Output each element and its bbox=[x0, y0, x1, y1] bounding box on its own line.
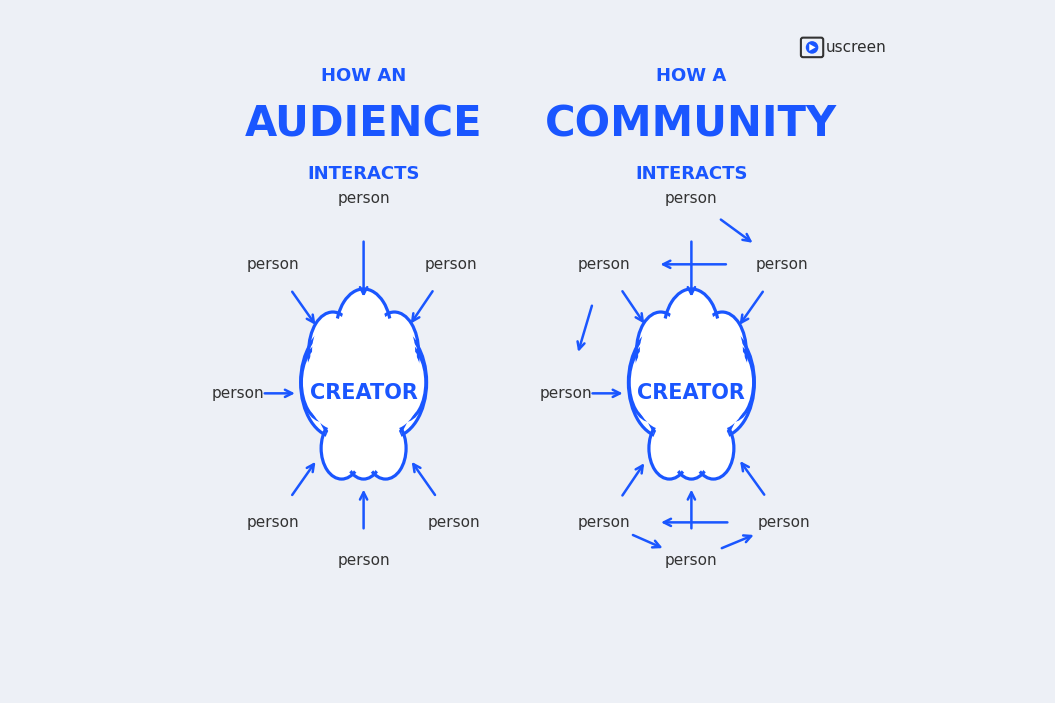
Ellipse shape bbox=[301, 328, 371, 437]
Text: person: person bbox=[539, 386, 592, 401]
Ellipse shape bbox=[629, 344, 673, 421]
Ellipse shape bbox=[309, 312, 357, 391]
Text: person: person bbox=[578, 257, 631, 272]
Text: INTERACTS: INTERACTS bbox=[307, 165, 420, 183]
Ellipse shape bbox=[675, 426, 708, 475]
Ellipse shape bbox=[713, 349, 750, 415]
Ellipse shape bbox=[365, 418, 406, 479]
Ellipse shape bbox=[382, 344, 426, 421]
Text: person: person bbox=[247, 257, 300, 272]
Text: person: person bbox=[212, 386, 265, 401]
Polygon shape bbox=[809, 44, 816, 51]
Ellipse shape bbox=[312, 318, 353, 386]
Ellipse shape bbox=[345, 422, 383, 479]
Ellipse shape bbox=[702, 318, 743, 386]
Ellipse shape bbox=[335, 289, 391, 377]
Ellipse shape bbox=[632, 349, 670, 415]
Text: person: person bbox=[424, 257, 477, 272]
Text: person: person bbox=[338, 191, 390, 205]
Ellipse shape bbox=[361, 335, 422, 430]
Ellipse shape bbox=[305, 349, 342, 415]
Text: HOW A: HOW A bbox=[656, 67, 727, 85]
Ellipse shape bbox=[689, 335, 749, 430]
Ellipse shape bbox=[668, 295, 715, 370]
Ellipse shape bbox=[640, 318, 682, 386]
Text: person: person bbox=[755, 257, 808, 272]
Ellipse shape bbox=[652, 422, 687, 475]
Ellipse shape bbox=[684, 328, 754, 437]
Text: person: person bbox=[665, 191, 717, 205]
Ellipse shape bbox=[710, 344, 753, 421]
Text: CREATOR: CREATOR bbox=[310, 383, 418, 404]
Ellipse shape bbox=[672, 422, 710, 479]
Text: COMMUNITY: COMMUNITY bbox=[545, 104, 838, 146]
Ellipse shape bbox=[385, 349, 423, 415]
Ellipse shape bbox=[695, 422, 731, 475]
Text: uscreen: uscreen bbox=[826, 40, 887, 55]
Ellipse shape bbox=[357, 328, 426, 437]
Ellipse shape bbox=[698, 312, 746, 391]
Ellipse shape bbox=[340, 295, 387, 370]
Ellipse shape bbox=[368, 422, 403, 475]
Text: person: person bbox=[338, 553, 390, 568]
Text: CREATOR: CREATOR bbox=[637, 383, 745, 404]
Ellipse shape bbox=[636, 312, 685, 391]
Text: person: person bbox=[665, 553, 717, 568]
Ellipse shape bbox=[644, 333, 738, 454]
Text: INTERACTS: INTERACTS bbox=[635, 165, 748, 183]
Ellipse shape bbox=[316, 333, 411, 454]
Ellipse shape bbox=[302, 344, 345, 421]
Text: HOW AN: HOW AN bbox=[321, 67, 406, 85]
Ellipse shape bbox=[633, 335, 694, 430]
Text: person: person bbox=[428, 515, 481, 530]
Ellipse shape bbox=[649, 418, 690, 479]
Text: person: person bbox=[757, 515, 810, 530]
Ellipse shape bbox=[370, 312, 419, 391]
Ellipse shape bbox=[629, 328, 698, 437]
Text: person: person bbox=[578, 515, 631, 530]
Ellipse shape bbox=[373, 318, 415, 386]
Ellipse shape bbox=[693, 418, 734, 479]
Ellipse shape bbox=[347, 426, 380, 475]
Ellipse shape bbox=[664, 289, 720, 377]
Ellipse shape bbox=[324, 422, 360, 475]
Circle shape bbox=[806, 41, 819, 53]
Ellipse shape bbox=[323, 342, 404, 445]
Ellipse shape bbox=[321, 418, 362, 479]
Ellipse shape bbox=[306, 335, 366, 430]
Ellipse shape bbox=[651, 342, 732, 445]
Text: person: person bbox=[247, 515, 300, 530]
Text: AUDIENCE: AUDIENCE bbox=[245, 104, 482, 146]
